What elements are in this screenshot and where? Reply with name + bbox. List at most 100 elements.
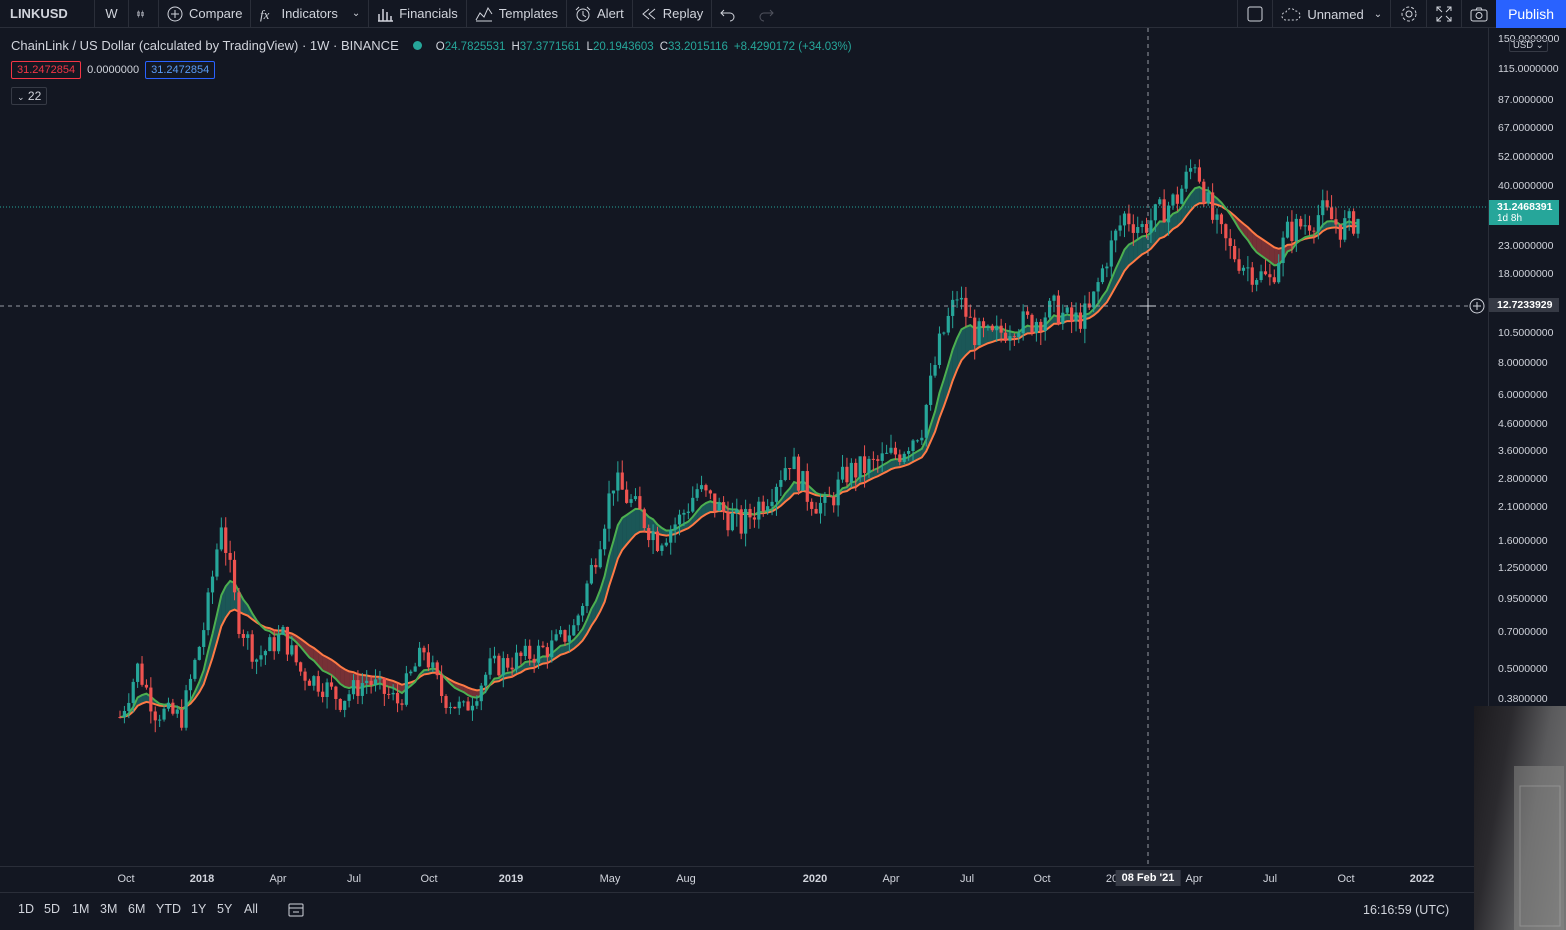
range-6m[interactable]: 6M — [128, 902, 146, 916]
candle — [691, 486, 695, 514]
time-tick: Jul — [1262, 873, 1278, 885]
candle — [567, 624, 571, 652]
top-toolbar: LINKUSD W Compare fx Indicators ⌄ Financ… — [0, 0, 1566, 28]
layout-select-button[interactable] — [1237, 0, 1272, 28]
alert-button[interactable]: Alert — [567, 0, 633, 28]
interval-button[interactable]: W — [95, 0, 129, 28]
candle — [272, 629, 276, 660]
range-1d[interactable]: 1D — [18, 902, 34, 916]
publish-button[interactable]: Publish — [1496, 0, 1566, 28]
candle — [149, 677, 153, 724]
candle — [1149, 208, 1153, 243]
snapshot-button[interactable] — [1461, 0, 1496, 28]
candle — [951, 290, 955, 329]
candle — [616, 461, 620, 502]
candle — [303, 668, 307, 691]
range-ytd[interactable]: YTD — [156, 902, 181, 916]
time-tick: Oct — [117, 873, 135, 885]
templates-button[interactable]: Templates — [467, 0, 568, 28]
time-tick: Jul — [959, 873, 975, 885]
candle — [1056, 290, 1061, 326]
legend-collapse-button[interactable]: ⌄ 22 — [11, 87, 48, 105]
candle — [484, 672, 488, 694]
candle — [1334, 207, 1338, 234]
candle — [717, 497, 721, 512]
range-all[interactable]: All — [244, 902, 258, 916]
candle — [268, 634, 272, 652]
replay-button[interactable]: Replay — [633, 0, 713, 28]
candle — [175, 705, 179, 718]
bar-style-button[interactable] — [129, 0, 159, 28]
ribbon-segment — [860, 475, 865, 484]
compare-button[interactable]: Compare — [159, 0, 252, 28]
candle — [929, 363, 933, 411]
candle — [356, 670, 360, 704]
candle — [312, 675, 316, 691]
redo-button[interactable] — [750, 0, 788, 28]
ribbon-segment — [344, 669, 350, 689]
candle — [554, 629, 558, 642]
symbol-search[interactable]: LINKUSD — [0, 0, 95, 28]
candle — [316, 670, 320, 697]
candle — [1105, 262, 1109, 278]
market-status-icon[interactable] — [412, 41, 422, 50]
chevron-down-icon: ⌄ — [17, 92, 25, 102]
candle — [171, 698, 175, 716]
candle — [854, 458, 858, 492]
ribbon-segment — [987, 326, 993, 344]
ribbon-segment — [221, 586, 226, 627]
time-tick: Oct — [1033, 873, 1051, 885]
candle — [1219, 212, 1224, 234]
ma-slow-line — [119, 201, 1359, 719]
utc-clock[interactable]: 16:16:59 (UTC) — [1363, 903, 1450, 917]
ribbon-segment — [1172, 211, 1178, 230]
range-5d[interactable]: 5D — [44, 902, 60, 916]
add-alert-plus-icon[interactable] — [1469, 298, 1485, 314]
candle — [770, 488, 774, 516]
range-1y[interactable]: 1Y — [191, 902, 207, 916]
candle — [479, 682, 483, 711]
settings-button[interactable] — [1391, 0, 1426, 28]
candle — [792, 447, 796, 470]
range-1m[interactable]: 1M — [72, 902, 90, 916]
ribbon-segment — [1247, 227, 1253, 247]
candle — [783, 456, 787, 482]
ribbon-segment — [564, 643, 570, 654]
ribbon-segment — [992, 327, 997, 342]
goto-date-button[interactable] — [288, 902, 304, 921]
candle — [351, 674, 356, 700]
price-chart-canvas[interactable] — [0, 28, 1488, 866]
indicators-button[interactable]: fx Indicators ⌄ — [251, 0, 370, 28]
candle — [744, 499, 748, 547]
candle — [1114, 228, 1118, 253]
ribbon-segment — [560, 645, 565, 655]
plus-circle-icon — [167, 6, 183, 21]
replay-label: Replay — [662, 6, 704, 21]
time-axis[interactable]: Oct 2018 Apr Jul Oct 2019 May Aug 2020 Apr Jul Oct 2… — [0, 866, 1488, 892]
symbol-title[interactable]: ChainLink / US Dollar (calculated by Tra… — [11, 38, 399, 53]
candle — [519, 651, 523, 665]
candle — [986, 324, 990, 331]
financials-button[interactable]: Financials — [369, 0, 467, 28]
undo-button[interactable] — [712, 0, 750, 28]
price-axis[interactable]: 150.0000000 115.0000000 87.0000000 67.00000… — [1488, 28, 1566, 866]
toolbar-right: Unnamed ⌄ Publish — [1237, 0, 1566, 28]
currency-select[interactable]: USD ⌄ — [1509, 39, 1548, 52]
range-5y[interactable]: 5Y — [217, 902, 233, 916]
ribbon-segment — [1194, 187, 1200, 206]
candle — [695, 483, 699, 502]
crosshair-price-label: 12.7233929 — [1489, 298, 1559, 312]
candle — [594, 558, 598, 574]
candle — [845, 457, 849, 487]
candle — [814, 502, 818, 514]
fullscreen-button[interactable] — [1426, 0, 1461, 28]
candle — [1171, 193, 1175, 210]
range-3m[interactable]: 3M — [100, 902, 118, 916]
candle — [589, 558, 594, 585]
undo-icon — [720, 9, 735, 21]
ribbon-segment — [208, 633, 213, 671]
indicator-value-1: 31.2472854 — [11, 61, 82, 79]
price-tick: 4.6000000 — [1498, 418, 1548, 430]
layout-name-button[interactable]: Unnamed ⌄ — [1272, 0, 1392, 28]
ribbon-segment — [142, 693, 147, 704]
